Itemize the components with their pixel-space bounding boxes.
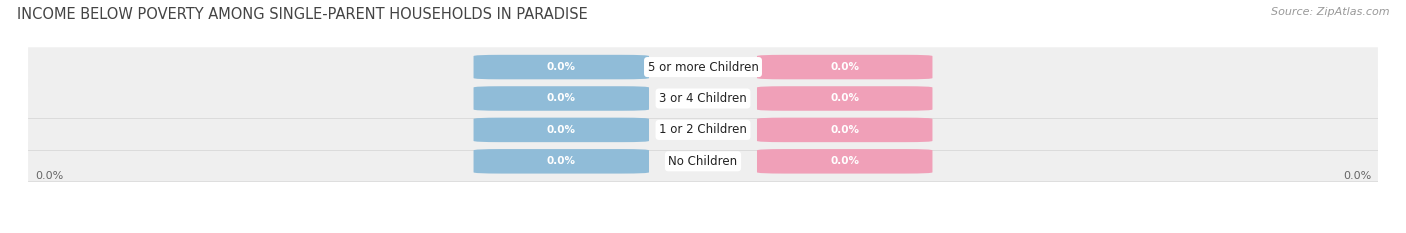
Text: 3 or 4 Children: 3 or 4 Children: [659, 92, 747, 105]
Text: 0.0%: 0.0%: [547, 125, 576, 135]
FancyBboxPatch shape: [28, 141, 1378, 181]
Text: 0.0%: 0.0%: [830, 62, 859, 72]
Text: 0.0%: 0.0%: [830, 156, 859, 166]
Text: INCOME BELOW POVERTY AMONG SINGLE-PARENT HOUSEHOLDS IN PARADISE: INCOME BELOW POVERTY AMONG SINGLE-PARENT…: [17, 7, 588, 22]
FancyBboxPatch shape: [474, 149, 650, 174]
FancyBboxPatch shape: [28, 79, 1378, 118]
FancyBboxPatch shape: [756, 149, 932, 174]
Text: 0.0%: 0.0%: [547, 156, 576, 166]
FancyBboxPatch shape: [474, 86, 650, 111]
Text: 1 or 2 Children: 1 or 2 Children: [659, 123, 747, 136]
FancyBboxPatch shape: [474, 118, 650, 142]
Text: 0.0%: 0.0%: [830, 125, 859, 135]
Text: 0.0%: 0.0%: [830, 93, 859, 103]
FancyBboxPatch shape: [28, 47, 1378, 87]
Text: 0.0%: 0.0%: [547, 93, 576, 103]
Text: 0.0%: 0.0%: [35, 171, 63, 181]
FancyBboxPatch shape: [474, 55, 650, 79]
FancyBboxPatch shape: [28, 110, 1378, 150]
Text: No Children: No Children: [668, 155, 738, 168]
FancyBboxPatch shape: [756, 118, 932, 142]
FancyBboxPatch shape: [756, 55, 932, 79]
Text: Source: ZipAtlas.com: Source: ZipAtlas.com: [1271, 7, 1389, 17]
Text: 0.0%: 0.0%: [547, 62, 576, 72]
Text: 5 or more Children: 5 or more Children: [648, 61, 758, 74]
Text: 0.0%: 0.0%: [1343, 171, 1371, 181]
FancyBboxPatch shape: [756, 86, 932, 111]
